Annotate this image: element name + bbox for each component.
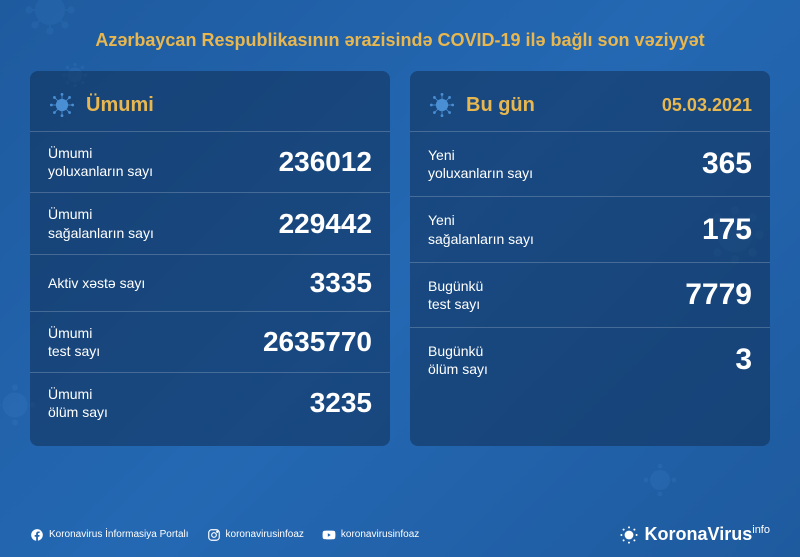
panel-header: Bu gün 05.03.2021 (410, 83, 770, 131)
panel-title-group: Bu gün (428, 91, 535, 119)
stats-panels: Ümumi Ümumiyoluxanların sayı 236012 Ümumis… (0, 71, 800, 446)
stat-value: 2635770 (263, 326, 372, 358)
stat-row: Yeniyoluxanların sayı 365 (410, 131, 770, 196)
social-label: koronavirusinfoaz (341, 529, 419, 540)
virus-icon (619, 525, 639, 545)
stat-row: Aktiv xəstə sayı 3335 (30, 254, 390, 311)
stat-label: Yenisağalanların sayı (428, 211, 534, 247)
stat-row: Ümumiyoluxanların sayı 236012 (30, 131, 390, 192)
panel-title-group: Ümumi (48, 91, 154, 119)
stat-value: 7779 (685, 278, 752, 312)
panel-title-text: Bu gün (466, 94, 535, 117)
stat-value: 3235 (310, 387, 372, 419)
youtube-icon (322, 528, 336, 542)
social-item-youtube[interactable]: koronavirusinfoaz (322, 528, 419, 542)
social-item-instagram[interactable]: koronavirusinfoaz (207, 528, 304, 542)
panel-title-text: Ümumi (86, 94, 154, 117)
stat-label: Ümumiölüm sayı (48, 385, 108, 421)
footer: Koronavirus İnformasiya Portalı koronavir… (0, 524, 800, 545)
virus-decoration (640, 460, 680, 510)
stat-label: Aktiv xəstə sayı (48, 274, 145, 292)
stat-value: 175 (702, 213, 752, 247)
stat-value: 3 (735, 343, 752, 377)
virus-icon (428, 91, 456, 119)
social-label: koronavirusinfoaz (226, 529, 304, 540)
brand-name: KoronaVirus (645, 524, 753, 544)
stat-value: 365 (702, 147, 752, 181)
stat-label: Ümumiyoluxanların sayı (48, 144, 153, 180)
stat-row: Ümumitest sayı 2635770 (30, 311, 390, 372)
stat-value: 3335 (310, 267, 372, 299)
stat-label: Ümumisağalanların sayı (48, 205, 154, 241)
brand: KoronaVirusinfo (619, 524, 770, 545)
brand-text: KoronaVirusinfo (645, 524, 770, 545)
stat-row: Bugünküölüm sayı 3 (410, 327, 770, 392)
panel-date: 05.03.2021 (662, 95, 752, 116)
today-panel: Bu gün 05.03.2021 Yeniyoluxanların sayı 3… (410, 71, 770, 446)
stat-label: Bugünküölüm sayı (428, 342, 488, 378)
page-title: Azərbaycan Respublikasının ərazisində CO… (0, 0, 800, 71)
social-item-facebook[interactable]: Koronavirus İnformasiya Portalı (30, 528, 189, 542)
panel-header: Ümumi (30, 83, 390, 131)
stat-value: 236012 (279, 146, 372, 178)
stat-label: Ümumitest sayı (48, 324, 100, 360)
total-panel: Ümumi Ümumiyoluxanların sayı 236012 Ümumis… (30, 71, 390, 446)
instagram-icon (207, 528, 221, 542)
stat-value: 229442 (279, 208, 372, 240)
stat-row: Yenisağalanların sayı 175 (410, 196, 770, 261)
social-label: Koronavirus İnformasiya Portalı (49, 529, 189, 540)
stat-label: Yeniyoluxanların sayı (428, 146, 533, 182)
stat-label: Bugünkütest sayı (428, 277, 483, 313)
brand-suffix: info (752, 524, 770, 536)
facebook-icon (30, 528, 44, 542)
stat-row: Ümumisağalanların sayı 229442 (30, 192, 390, 253)
stat-row: Bugünkütest sayı 7779 (410, 262, 770, 327)
virus-icon (48, 91, 76, 119)
social-links: Koronavirus İnformasiya Portalı koronavir… (30, 528, 419, 542)
stat-row: Ümumiölüm sayı 3235 (30, 372, 390, 433)
